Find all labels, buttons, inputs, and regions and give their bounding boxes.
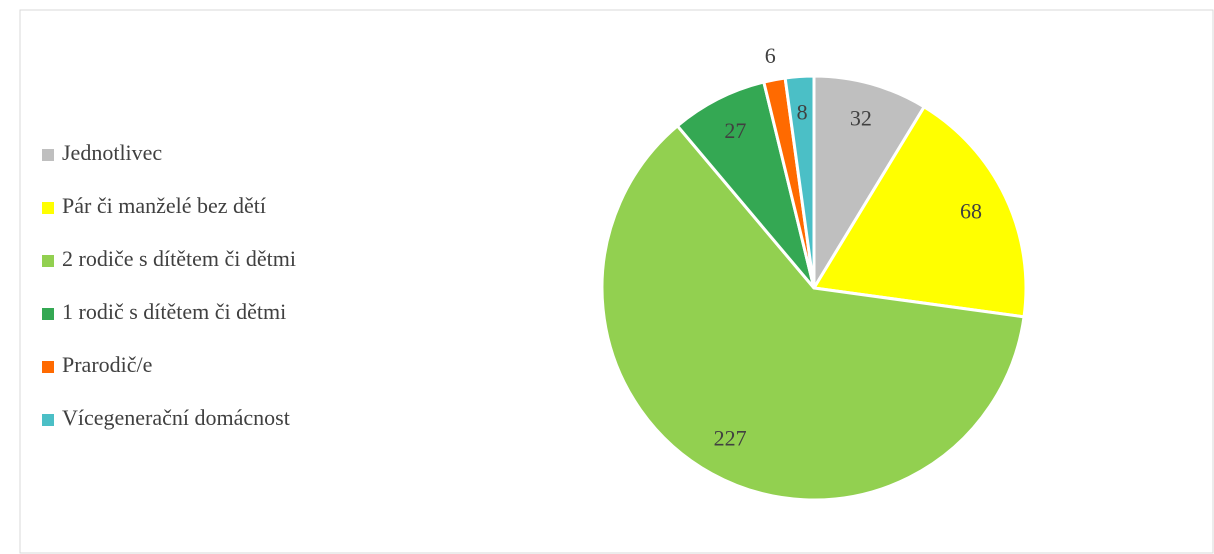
legend-swatch bbox=[42, 414, 54, 426]
pie-slice bbox=[783, 74, 816, 289]
pie-slice bbox=[675, 80, 816, 289]
data-label: 6 bbox=[765, 43, 776, 68]
data-label: 68 bbox=[960, 198, 982, 223]
legend-label: 1 rodič s dítětem či dětmi bbox=[62, 299, 286, 324]
legend-label: 2 rodiče s dítětem či dětmi bbox=[62, 246, 296, 271]
legend-label: Prarodič/e bbox=[62, 352, 152, 377]
data-label: 8 bbox=[797, 100, 808, 125]
data-label: 227 bbox=[714, 425, 747, 450]
legend-swatch bbox=[42, 149, 54, 161]
data-label: 27 bbox=[724, 118, 746, 143]
legend-swatch bbox=[42, 361, 54, 373]
legend-swatch bbox=[42, 255, 54, 267]
legend-label: Jednotlivec bbox=[62, 140, 162, 165]
data-label: 32 bbox=[850, 106, 872, 131]
legend-swatch bbox=[42, 308, 54, 320]
pie-slice bbox=[812, 74, 927, 294]
legend-label: Pár či manželé bez dětí bbox=[62, 193, 266, 218]
pie-slice bbox=[600, 123, 1026, 502]
pie-slice bbox=[811, 104, 1028, 319]
legend-label: Vícegenerační domácnost bbox=[62, 405, 290, 430]
legend-swatch bbox=[42, 202, 54, 214]
